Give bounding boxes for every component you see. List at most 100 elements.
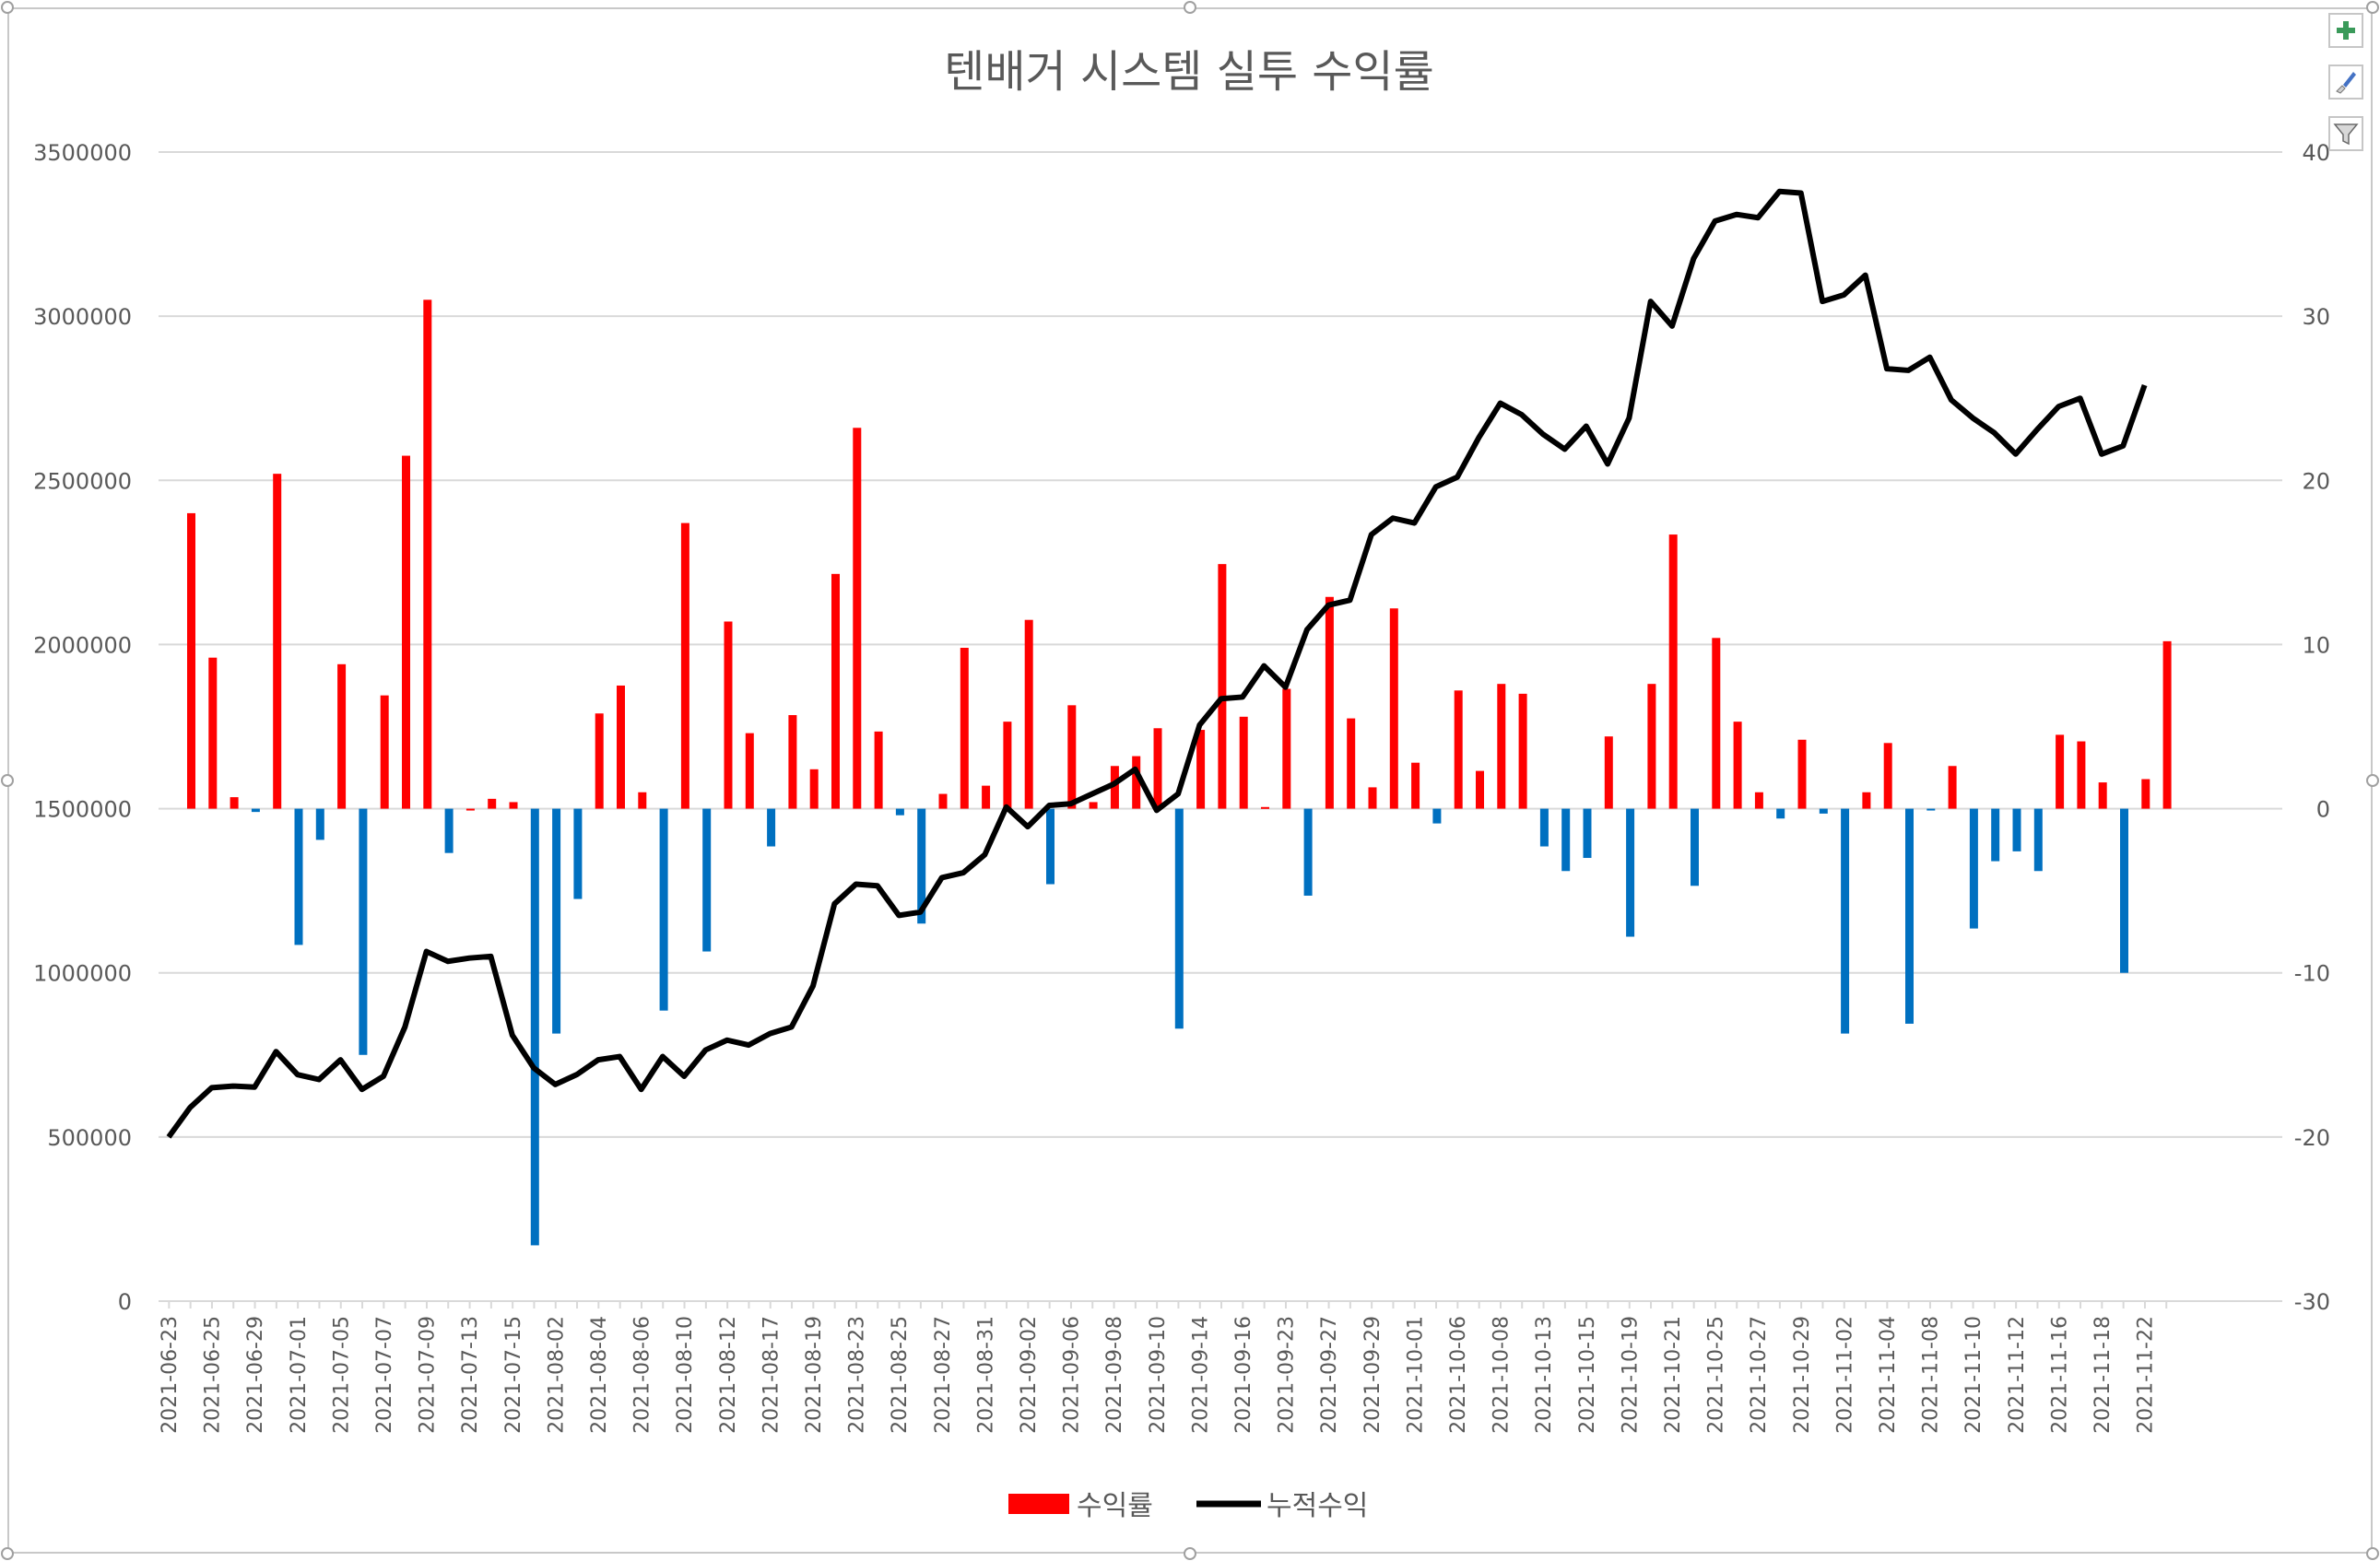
bar[interactable] bbox=[1024, 619, 1033, 809]
bar[interactable] bbox=[1797, 739, 1807, 809]
bar[interactable] bbox=[2120, 808, 2128, 973]
bar[interactable] bbox=[1476, 770, 1484, 809]
bar[interactable] bbox=[1325, 596, 1334, 809]
bar[interactable] bbox=[273, 474, 282, 809]
bar[interactable] bbox=[1110, 766, 1119, 809]
bar[interactable] bbox=[680, 522, 689, 809]
bar[interactable] bbox=[1539, 808, 1549, 847]
bar[interactable] bbox=[1218, 564, 1227, 809]
bar[interactable] bbox=[831, 573, 840, 809]
bar[interactable] bbox=[1432, 808, 1442, 824]
bar[interactable] bbox=[1733, 722, 1742, 809]
chart-styles-button[interactable] bbox=[2328, 65, 2363, 100]
bar[interactable] bbox=[1841, 808, 1850, 1034]
bar[interactable] bbox=[1497, 684, 1506, 809]
bar[interactable] bbox=[488, 798, 497, 809]
bar[interactable] bbox=[1883, 743, 1892, 809]
bar[interactable] bbox=[465, 808, 475, 811]
bar[interactable] bbox=[938, 793, 948, 809]
bar[interactable] bbox=[380, 695, 389, 809]
bar[interactable] bbox=[2012, 808, 2021, 851]
bar[interactable] bbox=[1518, 693, 1527, 809]
bar[interactable] bbox=[767, 808, 776, 847]
bar[interactable] bbox=[1046, 808, 1055, 885]
bar[interactable] bbox=[1347, 718, 1356, 809]
bar[interactable] bbox=[1368, 787, 1377, 809]
bar[interactable] bbox=[530, 808, 539, 1246]
bar[interactable] bbox=[788, 715, 797, 809]
bar[interactable] bbox=[1089, 802, 1098, 809]
bar[interactable] bbox=[1712, 638, 1721, 809]
bar[interactable] bbox=[1132, 756, 1141, 809]
chart-filters-button[interactable] bbox=[2328, 116, 2363, 151]
bar[interactable] bbox=[294, 808, 303, 945]
bar[interactable] bbox=[1282, 688, 1291, 809]
bar[interactable] bbox=[2033, 808, 2043, 872]
bar[interactable] bbox=[423, 299, 432, 809]
cumulative-line[interactable] bbox=[166, 188, 2148, 1139]
bar[interactable] bbox=[809, 769, 819, 809]
bar[interactable] bbox=[1668, 534, 1678, 809]
bar[interactable] bbox=[251, 808, 260, 813]
bar[interactable] bbox=[1153, 728, 1162, 809]
bar[interactable] bbox=[573, 808, 583, 899]
bar[interactable] bbox=[2077, 741, 2086, 809]
bar[interactable] bbox=[1411, 762, 1420, 809]
bar[interactable] bbox=[359, 808, 368, 1055]
resize-handle-top-left[interactable] bbox=[1, 1, 14, 14]
bar[interactable] bbox=[595, 713, 604, 809]
bar[interactable] bbox=[187, 512, 195, 809]
bar[interactable] bbox=[638, 792, 647, 809]
bar[interactable] bbox=[230, 797, 239, 809]
bar[interactable] bbox=[1991, 808, 2000, 862]
bar[interactable] bbox=[853, 428, 862, 809]
bar[interactable] bbox=[1583, 808, 1592, 859]
bar[interactable] bbox=[1389, 608, 1398, 809]
bar[interactable] bbox=[552, 808, 561, 1034]
resize-handle-bottom-right[interactable] bbox=[2366, 1547, 2379, 1560]
chart-elements-button[interactable] bbox=[2328, 13, 2363, 48]
bar[interactable] bbox=[724, 621, 733, 809]
resize-handle-bottom-left[interactable] bbox=[1, 1547, 14, 1560]
bar[interactable] bbox=[1261, 806, 1269, 809]
bar[interactable] bbox=[1862, 792, 1871, 809]
bar[interactable] bbox=[1905, 808, 1914, 1024]
bar[interactable] bbox=[1561, 808, 1571, 872]
resize-handle-middle-right[interactable] bbox=[2366, 774, 2379, 787]
bar[interactable] bbox=[1819, 808, 1828, 814]
bar[interactable] bbox=[444, 808, 454, 853]
bar[interactable] bbox=[1626, 808, 1635, 937]
legend[interactable]: 수익률 누적수익 bbox=[1008, 1490, 1368, 1522]
bar[interactable] bbox=[1691, 808, 1699, 886]
bar[interactable] bbox=[1754, 792, 1763, 809]
bar[interactable] bbox=[315, 808, 324, 840]
bar[interactable] bbox=[2098, 782, 2107, 809]
bar[interactable] bbox=[659, 808, 668, 1011]
bar[interactable] bbox=[745, 733, 754, 809]
bar[interactable] bbox=[2162, 640, 2172, 809]
bar[interactable] bbox=[509, 802, 518, 809]
bar[interactable] bbox=[1454, 690, 1463, 809]
bar[interactable] bbox=[1239, 716, 1248, 809]
bar[interactable] bbox=[1647, 684, 1656, 809]
bar[interactable] bbox=[2141, 779, 2150, 809]
resize-handle-bottom-center[interactable] bbox=[1184, 1547, 1196, 1560]
resize-handle-top-center[interactable] bbox=[1184, 1, 1196, 14]
bar[interactable] bbox=[1969, 808, 1978, 929]
bar[interactable] bbox=[208, 657, 218, 809]
bar[interactable] bbox=[1067, 705, 1077, 809]
bar[interactable] bbox=[982, 785, 991, 809]
bar[interactable] bbox=[617, 685, 625, 809]
bar[interactable] bbox=[337, 663, 347, 809]
resize-handle-middle-left[interactable] bbox=[1, 774, 14, 787]
bar[interactable] bbox=[895, 808, 904, 816]
bar[interactable] bbox=[1776, 808, 1785, 819]
resize-handle-top-right[interactable] bbox=[2366, 1, 2379, 14]
bar[interactable] bbox=[1303, 808, 1313, 896]
bar[interactable] bbox=[1196, 730, 1206, 809]
bar[interactable] bbox=[874, 731, 883, 809]
bar[interactable] bbox=[917, 808, 926, 924]
bar[interactable] bbox=[1926, 808, 1936, 811]
bar[interactable] bbox=[702, 808, 712, 952]
bar-series-수익률[interactable] bbox=[187, 299, 2172, 1246]
